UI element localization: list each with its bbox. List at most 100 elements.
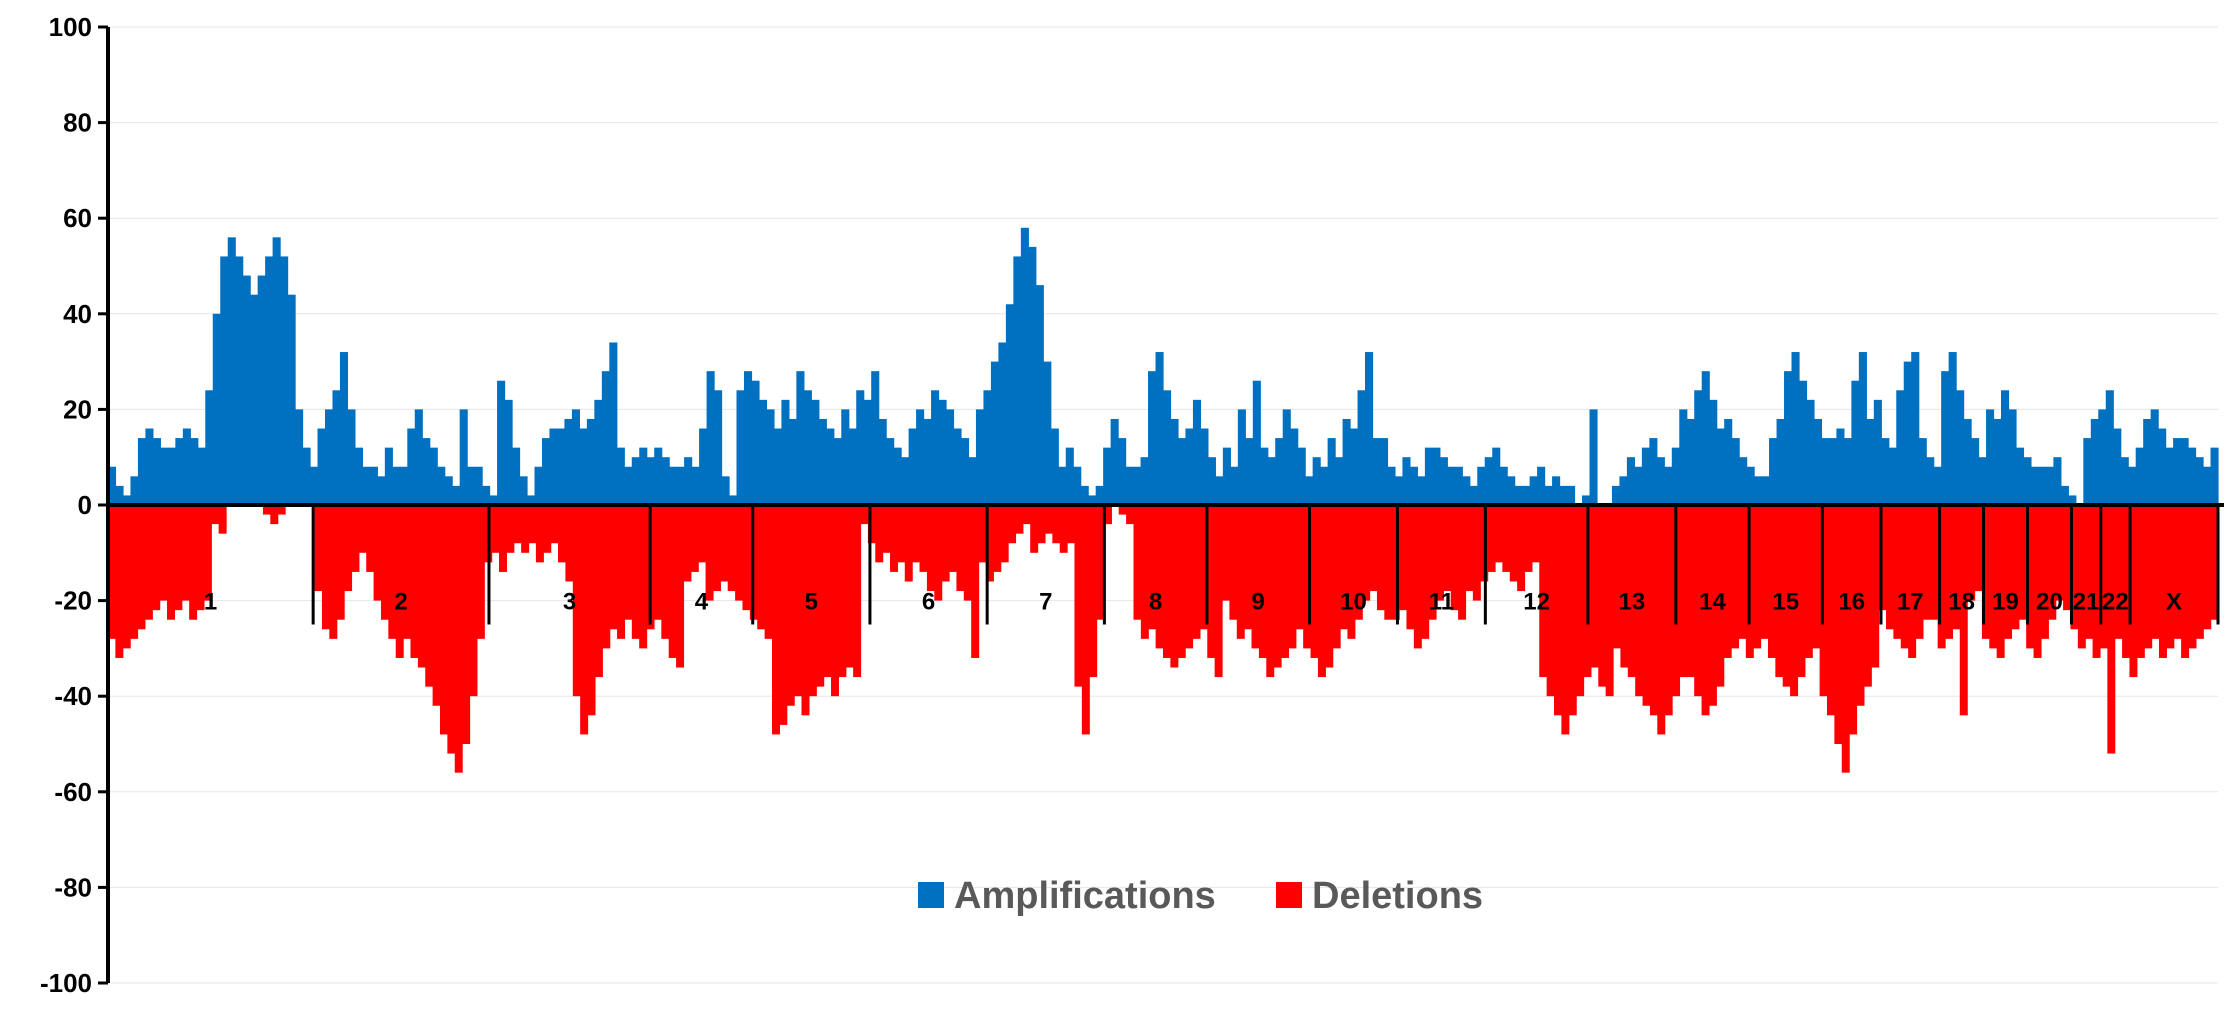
amplification-bar [2030, 466, 2040, 505]
amplification-bar [1439, 457, 1448, 505]
deletion-bar [2026, 505, 2035, 649]
amplification-bar [1559, 485, 1568, 505]
deletion-bar [1959, 505, 1968, 716]
deletion-bar [1229, 505, 1238, 620]
deletion-bar [152, 505, 161, 611]
deletion-bar [1214, 505, 1223, 678]
deletion-bar [373, 505, 382, 601]
deletion-bar [462, 505, 471, 744]
deletion-bar [712, 505, 721, 592]
amplification-bar [766, 409, 775, 505]
chromosome-label-20: 20 [2036, 589, 2063, 616]
deletion-bar [2166, 505, 2175, 649]
deletion-bar [1170, 505, 1179, 668]
amplification-bar [856, 390, 865, 505]
amplification-bar [1357, 390, 1366, 505]
deletion-bar [1531, 505, 1540, 563]
deletion-bar [1317, 505, 1326, 678]
deletion-bar [491, 505, 500, 553]
deletion-bar [919, 505, 928, 572]
deletion-bar [1487, 505, 1496, 572]
amplification-bar [1327, 438, 1336, 505]
amplification-bar [841, 409, 850, 505]
amplification-bar [549, 428, 558, 505]
amplification-bar [1073, 466, 1082, 505]
deletion-bar [1590, 505, 1599, 668]
deletion-bar [1686, 505, 1695, 678]
amplification-bar [1776, 418, 1785, 505]
amplification-bar [1507, 476, 1516, 505]
deletion-bar [1258, 505, 1267, 658]
amplification-bar [190, 438, 199, 505]
amplification-bar [2113, 428, 2122, 505]
amplification-bar [414, 409, 423, 505]
deletion-bar [2063, 505, 2072, 611]
amplification-bar [369, 466, 378, 505]
deletion-bar [1030, 505, 1039, 553]
amplification-bar [1896, 390, 1905, 505]
deletion-bar [211, 505, 220, 525]
amplification-bar [122, 495, 132, 505]
deletion-bar [358, 505, 367, 553]
amplification-bar [1170, 418, 1179, 505]
deletion-bar [1288, 505, 1297, 649]
amplification-bar [639, 447, 648, 505]
deletion-bar [1376, 505, 1385, 611]
chromosome-label-3: 3 [563, 589, 576, 616]
deletion-bar [963, 505, 972, 601]
amplification-bar [1649, 438, 1658, 505]
deletion-bar [668, 505, 677, 658]
deletion-bar [1627, 505, 1636, 678]
amplification-bar [1956, 390, 1965, 505]
amplification-bar [534, 466, 543, 505]
deletion-bar [978, 505, 987, 563]
amplification-bar [1394, 476, 1404, 505]
deletion-bar [631, 505, 640, 639]
amplification-bar [1873, 399, 1882, 505]
deletion-bar [1015, 505, 1024, 534]
amplification-bar [1851, 380, 1860, 505]
amplification-bar [616, 447, 625, 505]
amplification-bar [1185, 428, 1194, 505]
chromosome-label-15: 15 [1772, 589, 1799, 616]
deletion-bar [395, 505, 404, 658]
amplification-bar [953, 428, 962, 505]
deletion-bar [1922, 505, 1931, 620]
amplification-bar [1544, 485, 1553, 505]
deletion-bar [2151, 505, 2160, 639]
amplification-bar [437, 466, 446, 505]
amplification-bar [242, 275, 251, 505]
chromosome-label-12: 12 [1523, 589, 1550, 616]
deletion-bar [1635, 505, 1644, 697]
deletion-bar [2188, 505, 2197, 649]
amplification-bar [1484, 457, 1493, 505]
amplification-bar [1050, 428, 1059, 505]
deletion-bar [912, 505, 921, 563]
y-tick-label: 20 [63, 394, 92, 424]
amplification-bar [2165, 447, 2174, 505]
amplification-bar [280, 256, 289, 505]
amplification-bar [2098, 409, 2107, 505]
deletion-bar [417, 505, 426, 668]
y-tick-label: -100 [40, 968, 92, 998]
deletion-bar [1347, 505, 1356, 639]
amplification-bar [863, 399, 872, 505]
deletion-bar [690, 505, 699, 572]
amplification-bar [1499, 466, 1508, 505]
deletion-bar [1052, 505, 1061, 544]
axes: 100 80 60 40 20 0 -20 -40 -60 -80 -100 [40, 12, 2224, 998]
amplification-bar [422, 438, 431, 505]
deletion-bar [1738, 505, 1747, 639]
amplification-bar [1828, 438, 1837, 505]
amplification-bar [893, 447, 902, 505]
amplification-bar [1312, 457, 1321, 505]
deletion-bar [1354, 505, 1363, 620]
amplification-bar [1798, 380, 1808, 505]
amplification-bar [302, 447, 311, 505]
amplification-bar [220, 256, 229, 505]
amplification-bar [317, 428, 326, 505]
deletion-bar [122, 505, 131, 649]
deletion-bar [1384, 505, 1393, 620]
chromosome-label-9: 9 [1252, 589, 1265, 616]
deletion-bar [1421, 505, 1430, 639]
